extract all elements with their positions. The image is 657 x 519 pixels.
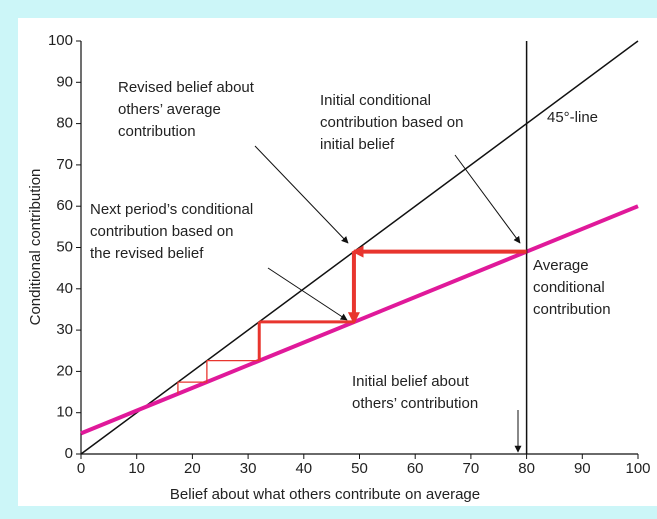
y-tick-label: 60 [56, 197, 73, 214]
plot-background [18, 18, 657, 506]
annotation: Average [533, 257, 589, 274]
annotation: initial belief [320, 136, 395, 153]
annotation: conditional [533, 279, 605, 296]
y-tick-label: 10 [56, 404, 73, 421]
arrow [254, 145, 349, 244]
annotation: contribution [533, 301, 611, 318]
x-tick-label: 40 [295, 460, 312, 477]
x-axis-label: Belief about what others contribute on a… [170, 486, 480, 503]
y-tick-label: 0 [65, 445, 73, 462]
x-tick-label: 60 [407, 460, 424, 477]
y-axis-label: Conditional contribution [27, 169, 44, 326]
annotation: 45°-line [547, 109, 598, 126]
annotation: Next period’s conditional [90, 201, 253, 218]
y-tick-label: 70 [56, 156, 73, 173]
y-tick-label: 20 [56, 362, 73, 379]
x-tick-label: 0 [77, 460, 85, 477]
x-tick-label: 50 [351, 460, 368, 477]
x-tick-label: 100 [625, 460, 650, 477]
x-tick-label: 80 [518, 460, 535, 477]
arrow [454, 154, 521, 244]
annotation: Revised belief about [118, 79, 255, 96]
arrow [267, 267, 348, 321]
x-tick-label: 10 [128, 460, 145, 477]
y-tick-label: 30 [56, 321, 73, 338]
annotation: Initial conditional [320, 92, 431, 109]
x-tick-label: 30 [240, 460, 257, 477]
y-tick-label: 100 [48, 32, 73, 49]
y-tick-label: 80 [56, 115, 73, 132]
annotation: Initial belief about [352, 373, 470, 390]
annotation: contribution based on [90, 223, 233, 240]
annotation: others’ contribution [352, 395, 478, 412]
x-tick-label: 20 [184, 460, 201, 477]
y-tick-label: 90 [56, 73, 73, 90]
y-tick-label: 40 [56, 280, 73, 297]
annotation: contribution based on [320, 114, 463, 131]
annotation: the revised belief [90, 245, 204, 262]
annotation: others’ average [118, 101, 221, 118]
annotation: contribution [118, 123, 196, 140]
x-tick-label: 70 [463, 460, 480, 477]
x-tick-label: 90 [574, 460, 591, 477]
y-tick-label: 50 [56, 238, 73, 255]
